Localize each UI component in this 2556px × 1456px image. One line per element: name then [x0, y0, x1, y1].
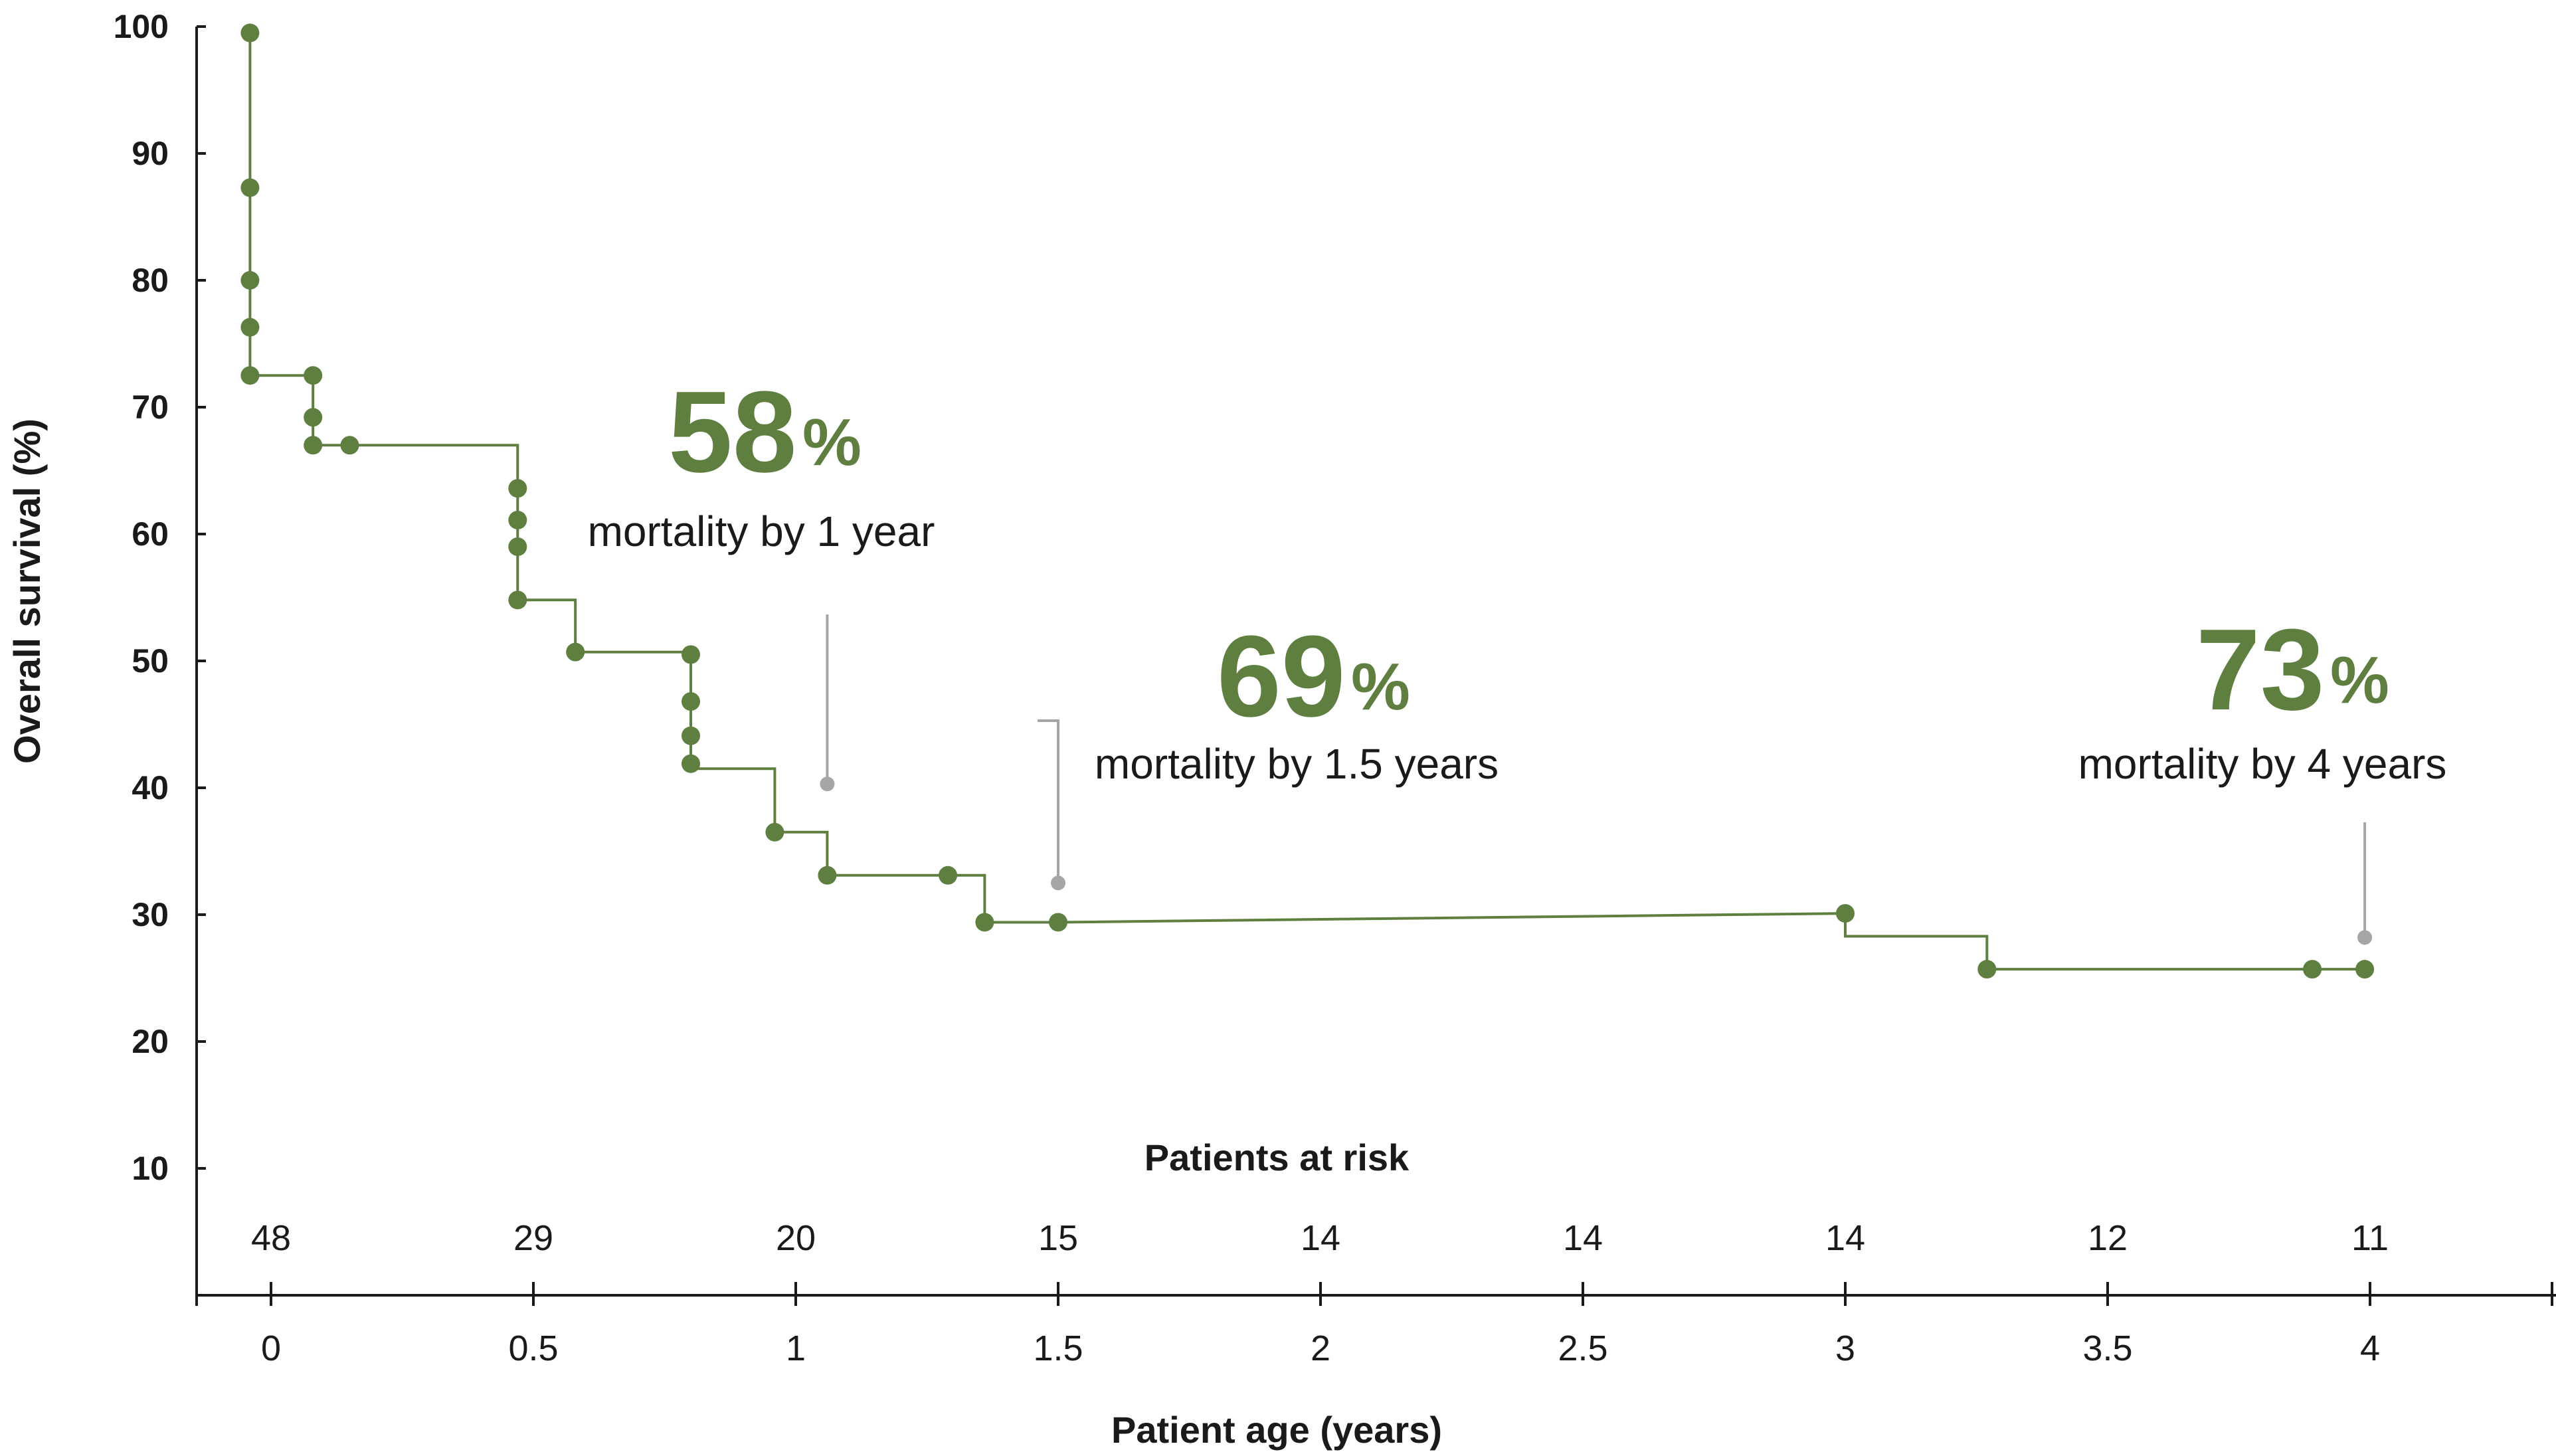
mortality-value: 73 — [2196, 604, 2325, 734]
censor-point — [682, 726, 700, 745]
risk-count: 14 — [1825, 1218, 1865, 1258]
censor-point — [304, 436, 323, 455]
y-tick-label: 50 — [132, 642, 169, 680]
risk-count: 11 — [2351, 1218, 2389, 1258]
risk-count: 48 — [251, 1218, 291, 1258]
x-tick-label: 2 — [1311, 1328, 1330, 1368]
censor-point — [240, 366, 260, 385]
y-tick-label: 90 — [132, 135, 169, 172]
survival-step-line — [248, 27, 2365, 971]
censor-point — [2303, 960, 2322, 979]
risk-count: 20 — [776, 1218, 816, 1258]
censor-point — [1049, 913, 1067, 932]
y-tick-label: 40 — [132, 769, 169, 806]
censor-point — [2355, 960, 2375, 979]
y-tick-label: 60 — [132, 515, 169, 553]
x-tick-label: 2.5 — [1558, 1328, 1607, 1368]
y-tick-label: 20 — [132, 1023, 169, 1060]
y-tick-label: 10 — [132, 1150, 169, 1187]
x-ticks: 0 0.5 1 1.5 2 2.5 3 3.5 4 — [195, 1282, 2553, 1368]
risk-count: 29 — [513, 1218, 553, 1258]
censor-point — [566, 642, 585, 662]
risk-count: 12 — [2088, 1218, 2128, 1258]
x-tick-label: 3.5 — [2082, 1328, 2132, 1368]
y-tick-label: 30 — [132, 896, 169, 933]
x-tick-label: 0.5 — [508, 1328, 558, 1368]
censor-point — [682, 754, 700, 773]
risk-count: 14 — [1301, 1218, 1340, 1258]
censor-point — [975, 913, 994, 932]
risk-table-title: Patients at risk — [1144, 1137, 1410, 1178]
censor-point — [508, 591, 527, 610]
risk-count: 14 — [1563, 1218, 1603, 1258]
leader-dot — [820, 776, 835, 792]
mortality-value: 69 — [1217, 611, 1346, 741]
x-tick-label: 0 — [261, 1328, 281, 1368]
censor-point — [508, 510, 527, 529]
mortality-caption: mortality by 1.5 years — [1095, 740, 1499, 788]
series-layer — [240, 23, 2375, 979]
mortality-percent-sign: % — [2330, 643, 2389, 717]
x-axis-label: Patient age (years) — [1111, 1409, 1442, 1451]
mortality-caption: mortality by 4 years — [2078, 740, 2447, 788]
censor-point — [240, 271, 260, 290]
y-ticks: 10 20 30 40 50 60 70 80 90 100 — [114, 8, 206, 1187]
annotation-leaders — [820, 614, 2373, 945]
annotations: 58 % mortality by 1 year 69 % mortality by 1.… — [588, 367, 2447, 788]
risk-table: Patients at risk 48 29 20 15 14 14 14 12 11 — [251, 1137, 2389, 1258]
censor-point — [240, 23, 260, 43]
censor-point — [340, 436, 359, 455]
y-axis-label: Overall survival (%) — [6, 418, 48, 764]
censor-point — [304, 366, 323, 385]
leader-dot — [1051, 875, 1065, 891]
censor-point — [240, 318, 260, 337]
censor-point — [1977, 960, 1997, 979]
censor-point — [240, 178, 260, 197]
leader-dot — [2357, 930, 2373, 945]
mortality-value: 58 — [668, 367, 797, 496]
censor-point — [1836, 904, 1855, 923]
y-tick-label: 70 — [132, 389, 169, 426]
censor-point — [508, 479, 527, 498]
x-tick-label: 4 — [2360, 1328, 2380, 1368]
censor-point — [939, 865, 958, 885]
censor-point — [765, 822, 784, 842]
censor-point — [304, 408, 323, 427]
y-tick-label: 80 — [132, 262, 169, 299]
censor-point — [818, 865, 837, 885]
censor-point — [508, 537, 527, 557]
censor-point — [682, 645, 700, 664]
y-tick-label: 100 — [114, 8, 169, 45]
leader-line — [1038, 719, 1059, 881]
censor-point — [682, 692, 700, 711]
x-tick-label: 1.5 — [1033, 1328, 1083, 1368]
mortality-caption: mortality by 1 year — [588, 507, 935, 555]
x-tick-label: 1 — [786, 1328, 806, 1368]
mortality-percent-sign: % — [1351, 650, 1410, 724]
risk-count: 15 — [1038, 1218, 1078, 1258]
x-tick-label: 3 — [1835, 1328, 1855, 1368]
mortality-percent-sign: % — [802, 405, 862, 480]
